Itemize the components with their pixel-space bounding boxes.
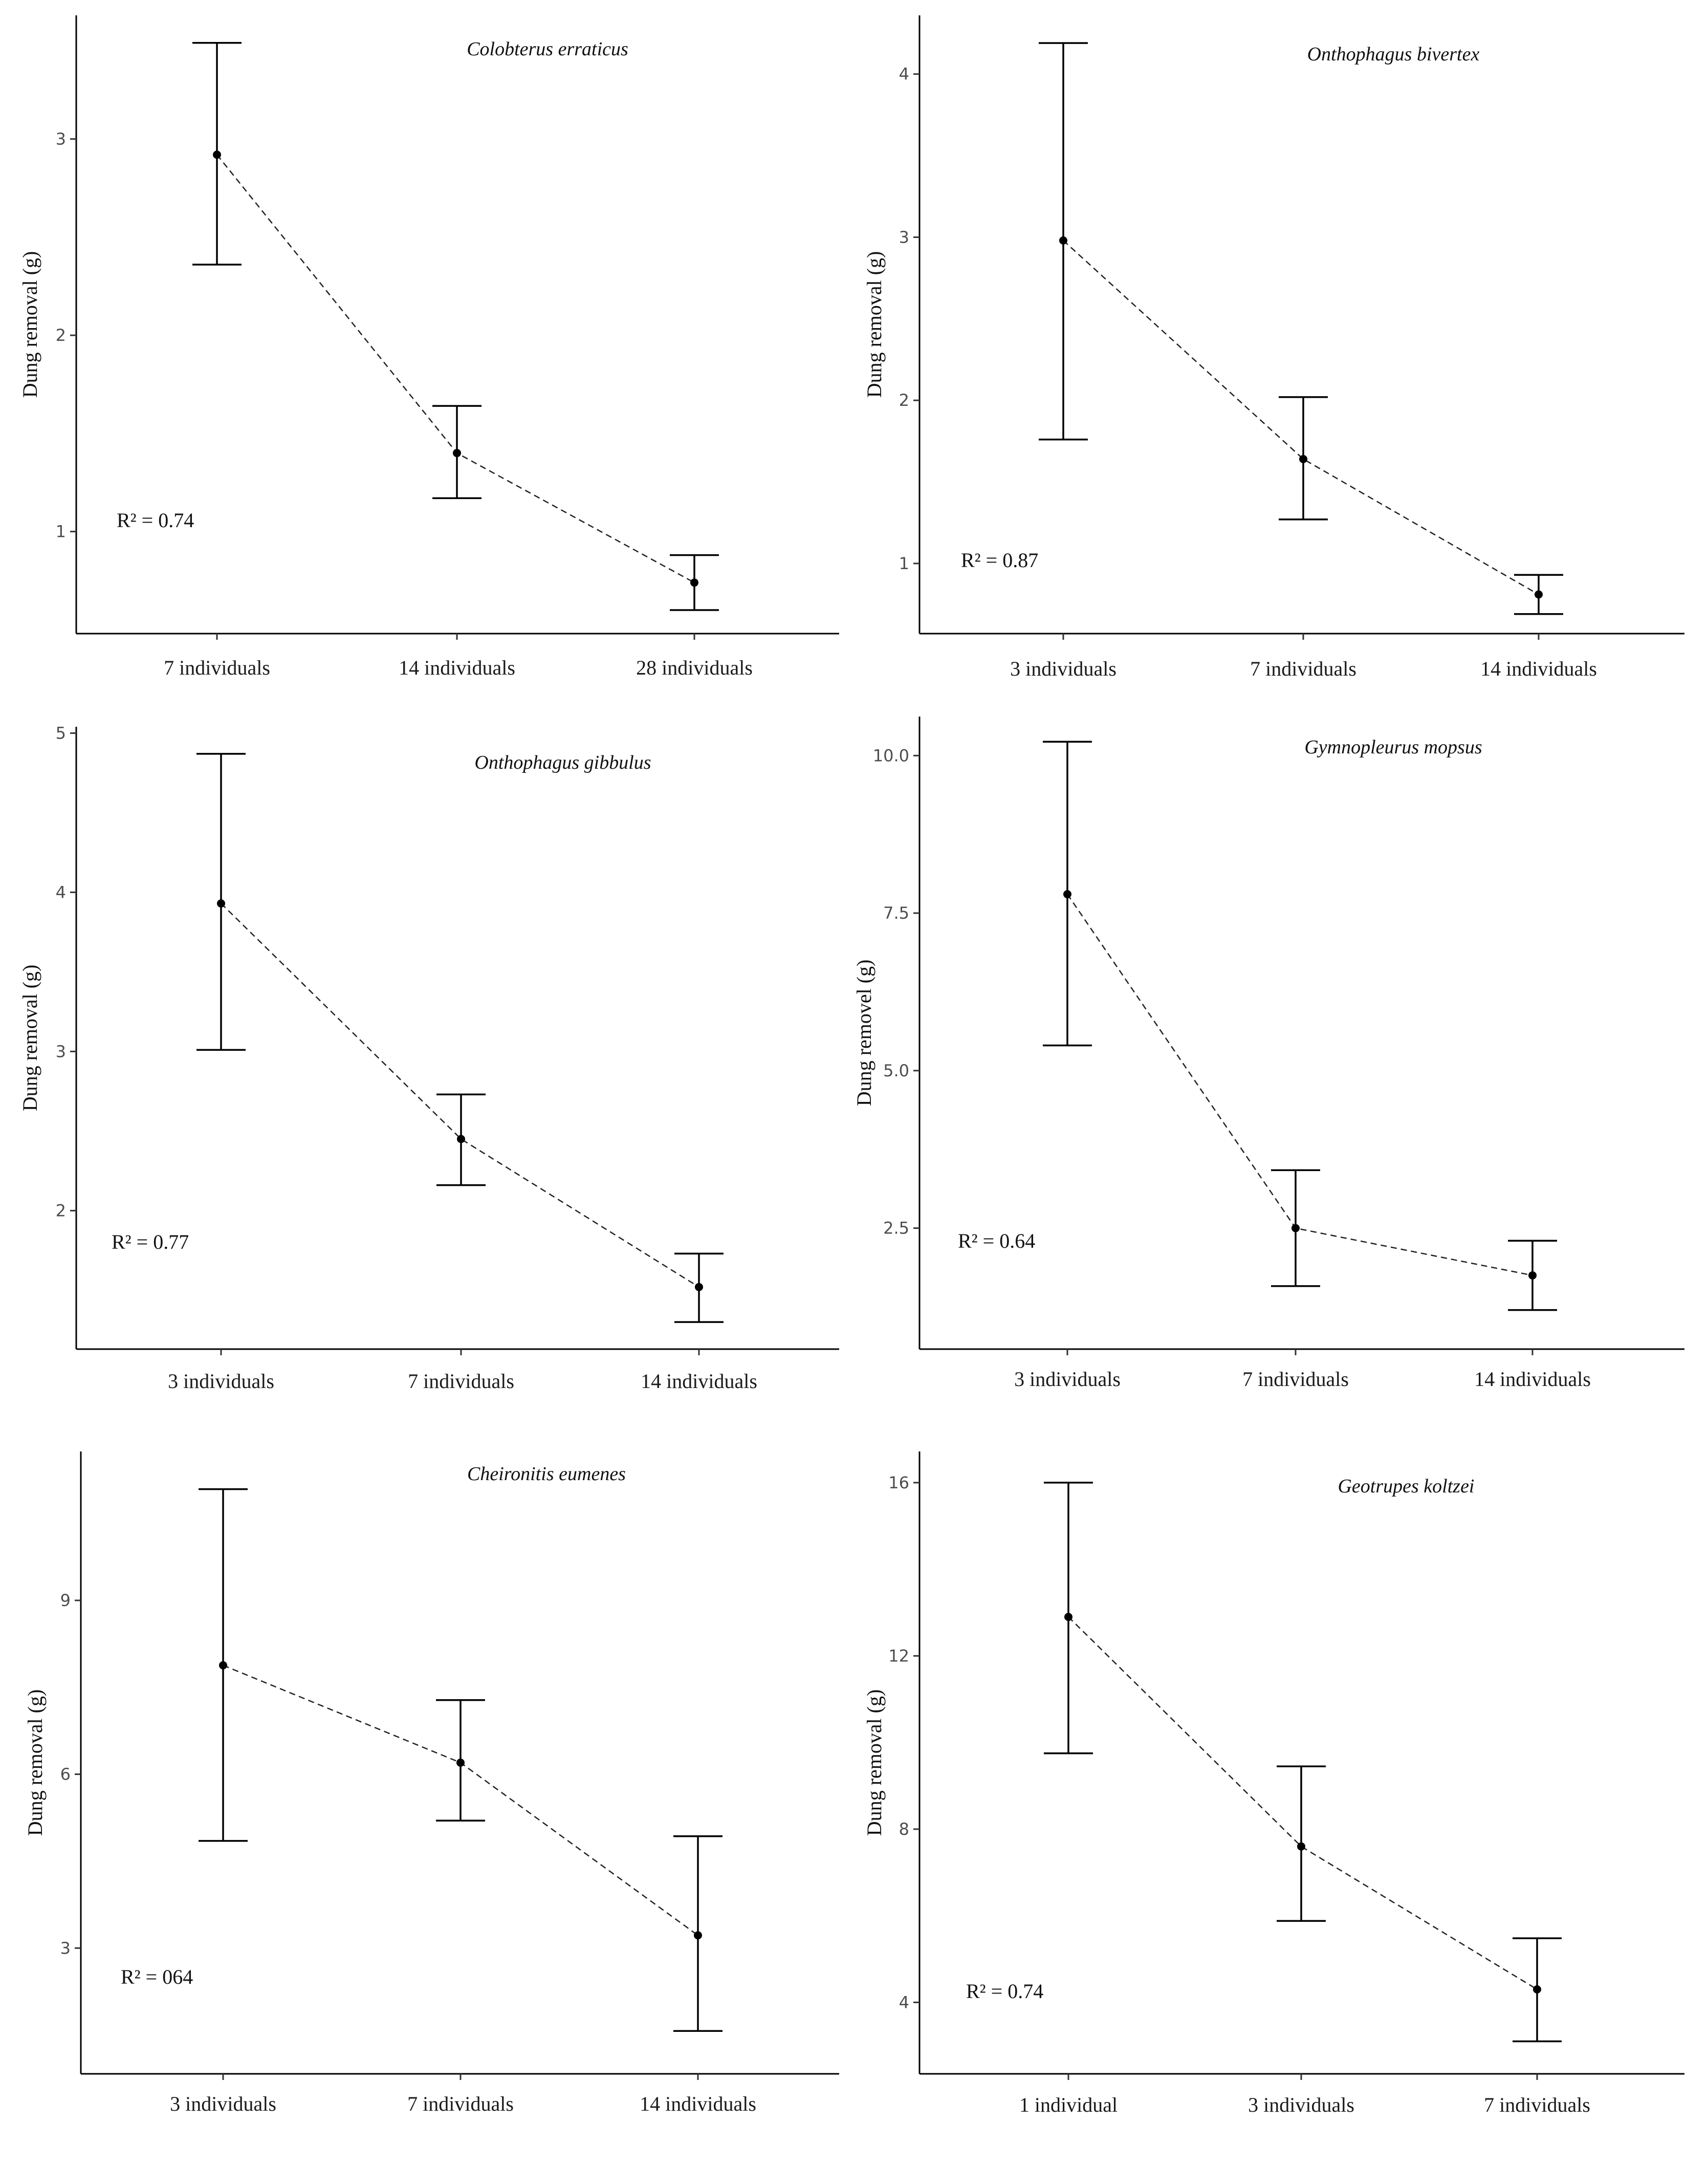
r-squared-label: R² = 0.74 <box>966 1980 1043 2003</box>
y-tick-label: 9 <box>60 1591 71 1610</box>
y-tick-label: 3 <box>899 227 909 247</box>
y-tick-label: 8 <box>899 1819 909 1839</box>
data-point <box>213 150 221 159</box>
x-tick-label: 7 individuals <box>1242 1368 1349 1391</box>
data-point <box>1297 1842 1305 1851</box>
y-axis-title: Dung removel (g) <box>852 960 875 1107</box>
data-point <box>1063 890 1071 899</box>
panel-title: Cheironitis eumenes <box>467 1463 626 1485</box>
x-tick-label: 7 individuals <box>1250 657 1356 680</box>
data-point <box>217 899 225 908</box>
y-tick-label: 4 <box>899 1992 909 2012</box>
y-tick-label: 4 <box>899 64 909 84</box>
y-tick-label: 2 <box>56 1201 66 1220</box>
data-point <box>1535 590 1543 599</box>
y-axis-title: Dung removal (g) <box>863 251 886 398</box>
data-point <box>1533 1985 1541 1993</box>
r-squared-label: R² = 0.64 <box>958 1229 1035 1252</box>
data-point <box>1064 1613 1072 1621</box>
x-tick-label: 14 individuals <box>399 656 515 679</box>
x-tick-label: 7 individuals <box>408 1370 514 1393</box>
x-tick-label: 14 individuals <box>1474 1368 1591 1391</box>
r-squared-label: R² = 064 <box>121 1965 193 1988</box>
y-tick-label: 12 <box>888 1646 909 1665</box>
panel-title: Geotrupes koltzei <box>1338 1476 1474 1497</box>
x-tick-label: 3 individuals <box>1014 1368 1121 1391</box>
data-point <box>456 1759 465 1767</box>
y-tick-label: 4 <box>56 882 66 902</box>
x-tick-label: 3 individuals <box>170 2092 276 2115</box>
y-axis-title: Dung removal (g) <box>863 1689 886 1836</box>
y-tick-label: 3 <box>56 129 66 149</box>
x-tick-label: 3 individuals <box>168 1370 274 1393</box>
y-tick-label: 1 <box>899 554 909 573</box>
x-tick-label: 7 individuals <box>407 2092 514 2115</box>
y-axis-title: Dung removal (g) <box>24 1689 47 1836</box>
x-tick-label: 3 individuals <box>1248 2093 1354 2116</box>
panel-title: Colobterus erraticus <box>467 38 628 60</box>
data-point <box>690 578 698 587</box>
data-point <box>695 1283 703 1291</box>
x-tick-label: 7 individuals <box>164 656 270 679</box>
data-point <box>1299 454 1307 463</box>
x-tick-label: 7 individuals <box>1484 2093 1590 2116</box>
r-squared-label: R² = 0.87 <box>961 549 1038 572</box>
panel-title: Onthophagus bivertex <box>1307 44 1480 65</box>
x-tick-label: 3 individuals <box>1010 657 1116 680</box>
x-tick-label: 1 individual <box>1019 2093 1118 2116</box>
y-tick-label: 3 <box>60 1938 71 1958</box>
data-point <box>1059 236 1067 245</box>
series-line <box>1063 240 1539 595</box>
data-point <box>1291 1224 1300 1232</box>
series-line <box>221 903 699 1288</box>
y-tick-label: 6 <box>60 1765 71 1784</box>
series-line <box>1068 1616 1538 1990</box>
r-squared-label: R² = 0.77 <box>112 1230 189 1253</box>
y-tick-label: 3 <box>56 1042 66 1061</box>
y-tick-label: 1 <box>56 522 66 541</box>
panel-title: Onthophagus gibbulus <box>474 752 651 773</box>
x-tick-label: 14 individuals <box>641 1370 757 1393</box>
data-point <box>457 1135 465 1143</box>
y-tick-label: 2 <box>899 391 909 410</box>
y-tick-label: 16 <box>888 1473 909 1492</box>
y-axis-title: Dung removal (g) <box>18 251 41 398</box>
data-point <box>219 1661 227 1670</box>
y-tick-label: 5 <box>56 723 66 743</box>
panel-title: Gymnopleurus mopsus <box>1304 736 1482 758</box>
series-line <box>216 154 695 583</box>
y-tick-label: 7.5 <box>883 903 909 923</box>
x-tick-label: 14 individuals <box>1480 657 1597 680</box>
y-tick-label: 2.5 <box>883 1219 909 1238</box>
y-tick-label: 2 <box>56 326 66 345</box>
series-line <box>1066 894 1533 1276</box>
data-point <box>1528 1271 1537 1280</box>
x-tick-label: 28 individuals <box>636 656 753 679</box>
data-point <box>694 1931 702 1940</box>
y-axis-title: Dung removal (g) <box>18 965 41 1112</box>
x-tick-label: 14 individuals <box>640 2092 756 2115</box>
r-squared-label: R² = 0.74 <box>117 509 194 532</box>
y-tick-label: 10.0 <box>873 746 909 765</box>
y-tick-label: 5.0 <box>883 1061 909 1080</box>
data-point <box>453 449 461 458</box>
